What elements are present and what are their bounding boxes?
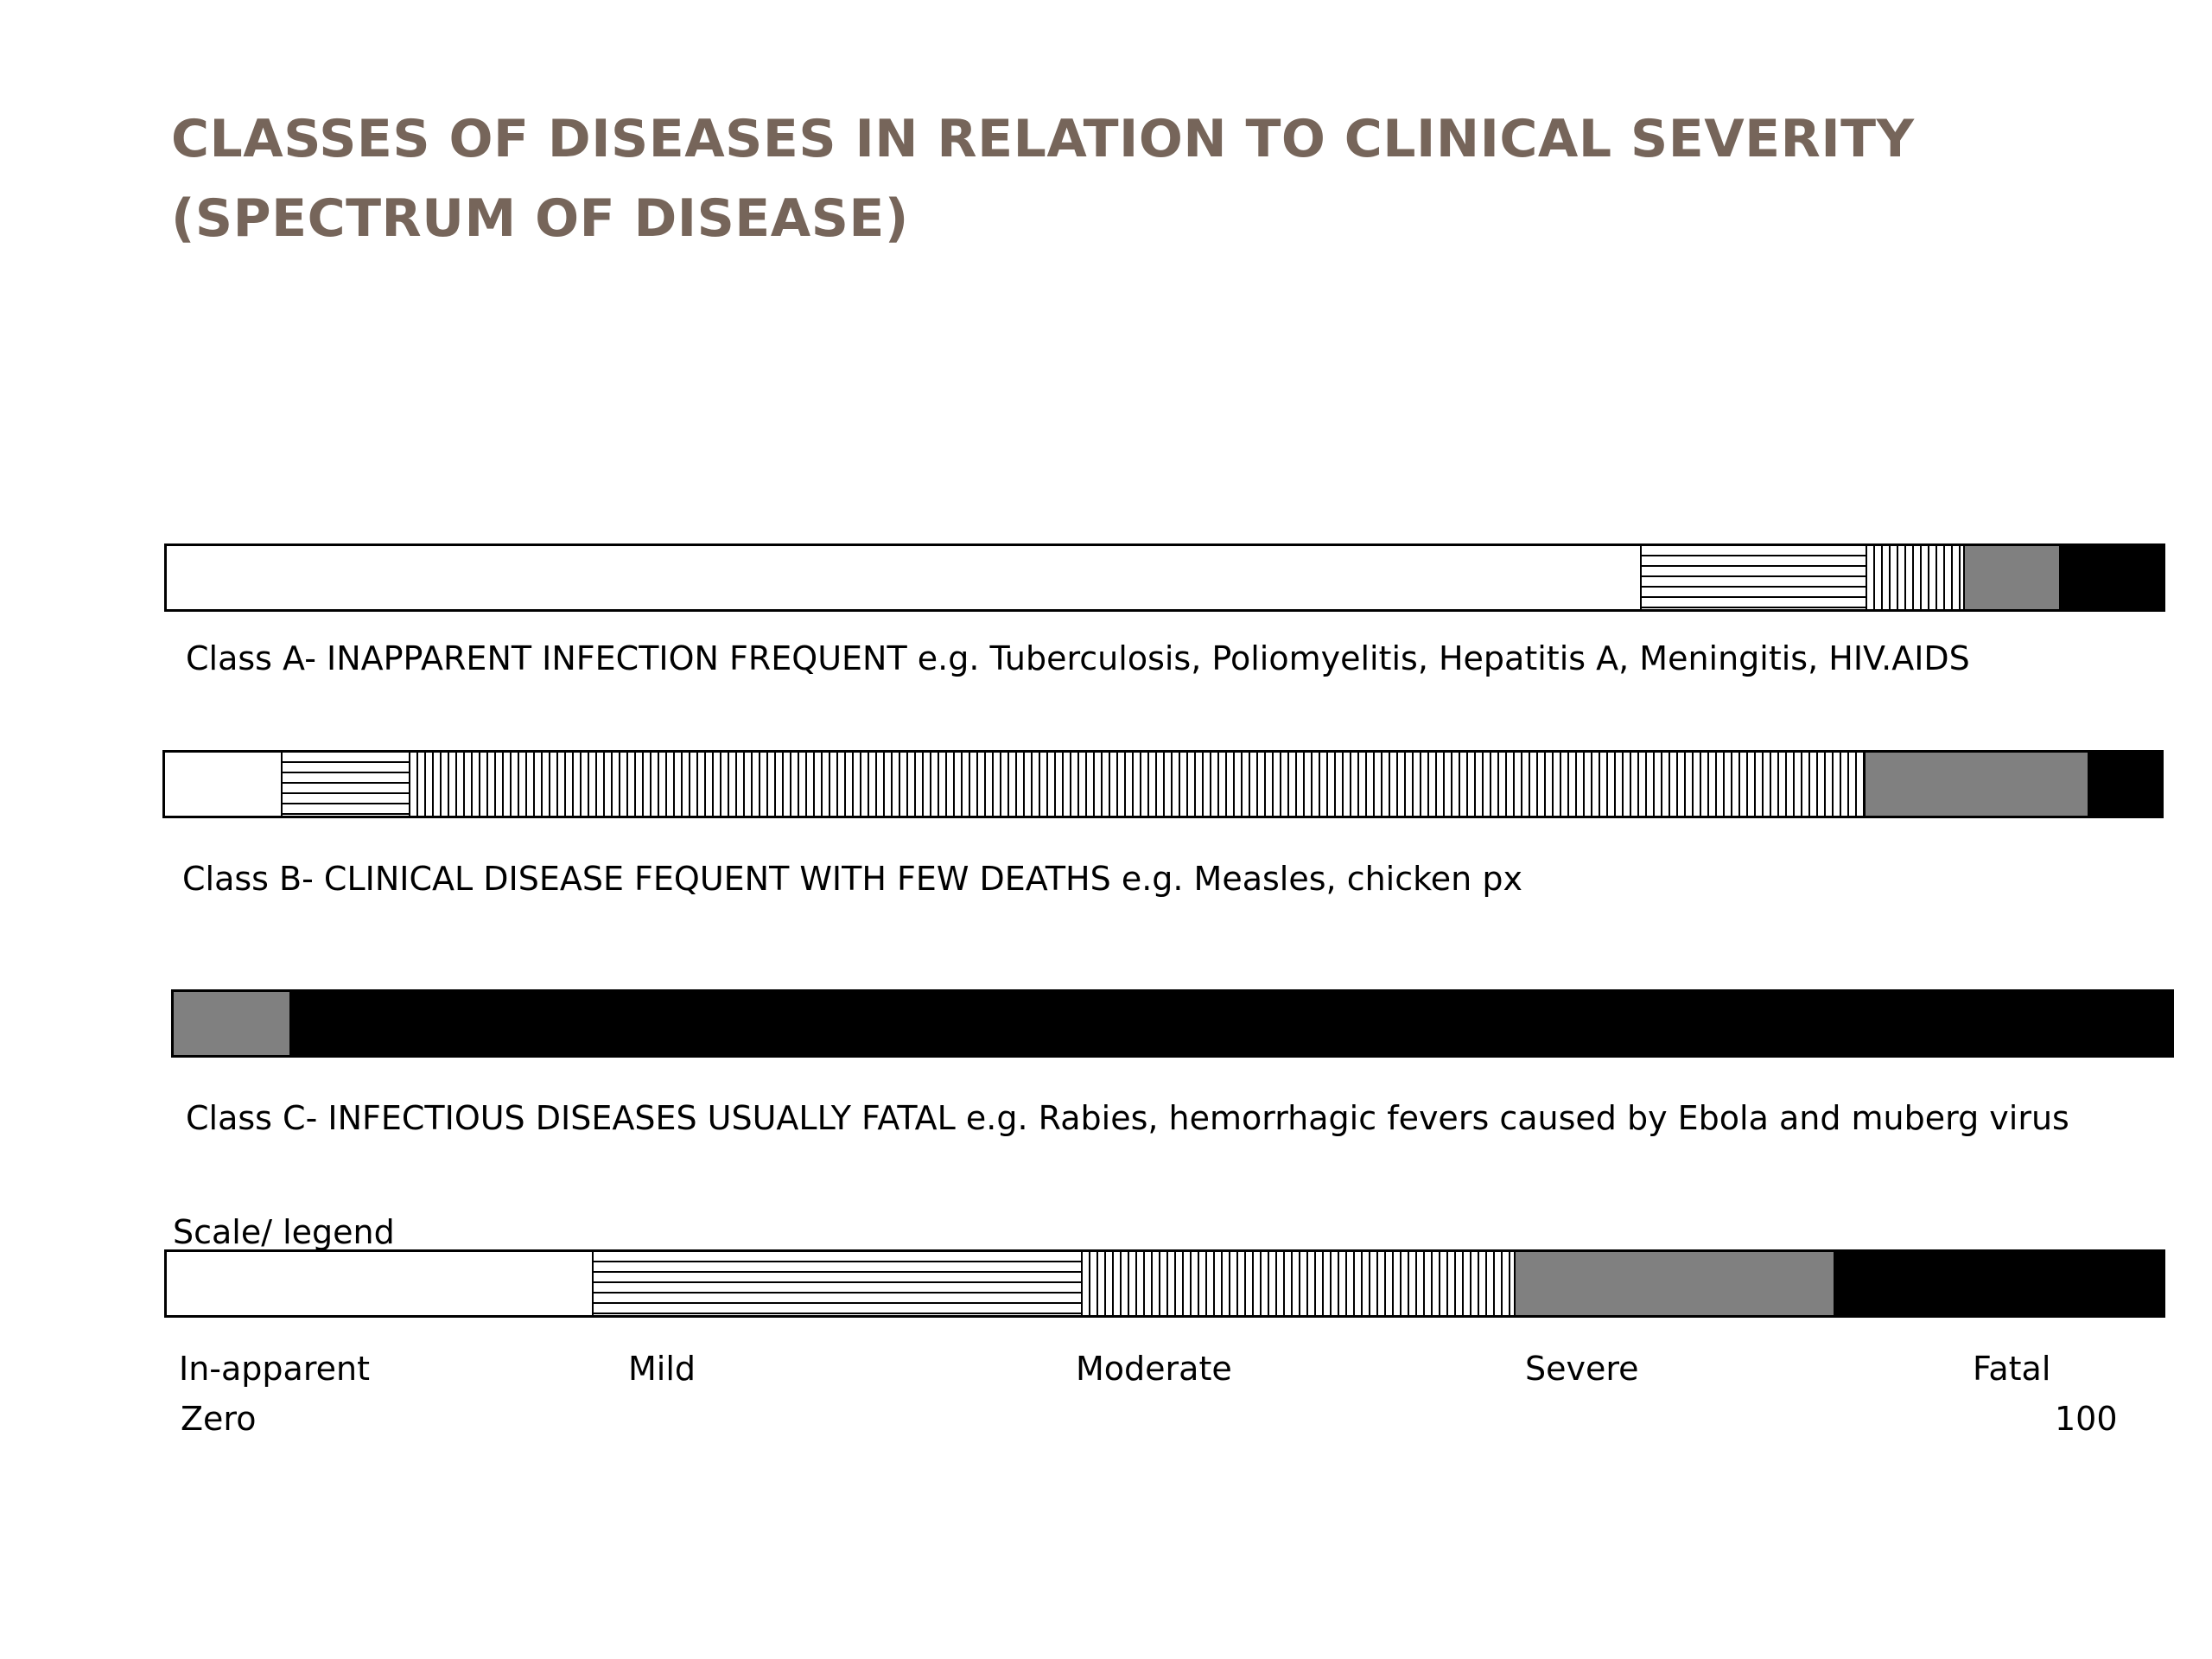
class-c-segment-fatal bbox=[289, 992, 2171, 1055]
class-a-bar bbox=[164, 543, 2165, 612]
class-a-segment-severe bbox=[1962, 546, 2059, 609]
legend-label-severe: Severe bbox=[1525, 1350, 1639, 1388]
legend-segment-severe bbox=[1514, 1252, 1834, 1315]
legend-label-fatal: Fatal bbox=[1973, 1350, 2051, 1388]
legend-title: Scale/ legend bbox=[173, 1213, 395, 1251]
class-b-caption: Class B- CLINICAL DISEASE FEQUENT WITH F… bbox=[182, 860, 1522, 898]
legend-label-mild: Mild bbox=[628, 1350, 696, 1388]
class-b-bar bbox=[162, 750, 2164, 818]
class-c-bar bbox=[171, 989, 2174, 1058]
class-b-segment-fatal bbox=[2087, 753, 2161, 816]
legend-segment-in-apparent bbox=[167, 1252, 593, 1315]
class-a-segment-moderate bbox=[1865, 546, 1963, 609]
class-c-segment-severe bbox=[174, 992, 290, 1055]
title-line-2: (SPECTRUM OF DISEASE) bbox=[171, 188, 909, 249]
legend-label-inapparent: In-apparent bbox=[179, 1350, 370, 1388]
class-c-caption: Class C- INFECTIOUS DISEASES USUALLY FAT… bbox=[186, 1099, 2069, 1137]
class-a-segment-in-apparent bbox=[167, 546, 1640, 609]
scale-min-label: Zero bbox=[181, 1400, 257, 1438]
page-title: CLASSES OF DISEASES IN RELATION TO CLINI… bbox=[171, 99, 2072, 258]
legend-segment-mild bbox=[592, 1252, 1081, 1315]
class-b-segment-moderate bbox=[408, 753, 1864, 816]
class-b-segment-in-apparent bbox=[165, 753, 281, 816]
scale-max-label: 100 bbox=[2055, 1400, 2118, 1438]
class-a-caption: Class A- INAPPARENT INFECTION FREQUENT e… bbox=[186, 639, 1970, 677]
class-a-segment-mild bbox=[1639, 546, 1866, 609]
title-line-1: CLASSES OF DISEASES IN RELATION TO CLINI… bbox=[171, 109, 1915, 169]
legend-segment-fatal bbox=[1833, 1252, 2163, 1315]
legend-segment-moderate bbox=[1080, 1252, 1515, 1315]
legend-label-moderate: Moderate bbox=[1076, 1350, 1232, 1388]
class-a-segment-fatal bbox=[2058, 546, 2163, 609]
class-b-segment-mild bbox=[280, 753, 409, 816]
legend-bar bbox=[164, 1249, 2165, 1318]
class-b-segment-severe bbox=[1863, 753, 2088, 816]
